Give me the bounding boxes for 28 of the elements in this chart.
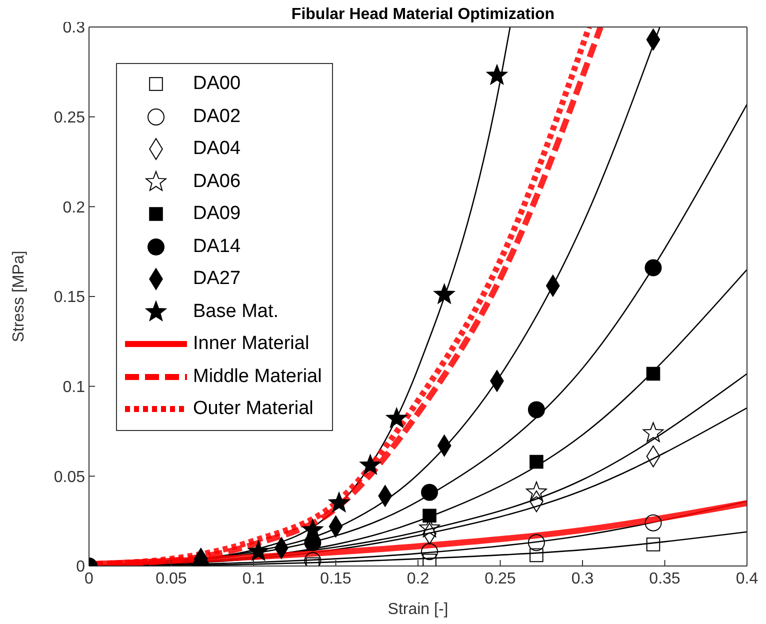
x-tick-label: 0.05 <box>156 570 187 588</box>
legend-label: DA14 <box>193 236 241 258</box>
y-tick-label: 0.15 <box>54 289 86 306</box>
y-tick-label: 0.1 <box>62 379 86 396</box>
legend-label: DA06 <box>193 170 241 193</box>
y-tick-label: 0.2 <box>62 199 86 216</box>
legend-label: Inner Material <box>193 333 310 356</box>
legend-label: DA09 <box>193 203 241 226</box>
y-tick-label: 0 <box>76 558 86 576</box>
legend-label: DA04 <box>193 138 241 160</box>
legend-label: DA02 <box>193 106 241 128</box>
x-tick-label: 0.35 <box>649 570 680 588</box>
legend-label: Middle Material <box>193 366 322 388</box>
chart-title: Fibular Head Material Optimization <box>291 6 555 23</box>
x-tick-label: 0.4 <box>736 570 758 588</box>
x-tick-label: 0.1 <box>242 570 265 588</box>
x-tick-label: 0.25 <box>484 570 516 588</box>
x-tick-label: 0.2 <box>406 570 430 588</box>
legend-label: DA00 <box>193 73 241 96</box>
y-tick-label: 0.05 <box>54 468 86 486</box>
x-tick-label: 0.3 <box>571 570 594 588</box>
legend-label: DA27 <box>193 268 241 290</box>
y-tick-label: 0.25 <box>54 110 86 127</box>
y-axis-title: Stress [MPa] <box>10 250 28 342</box>
x-axis-title: Strain [-] <box>388 601 448 618</box>
legend-label: Outer Material <box>193 398 314 420</box>
legend-label: Base Mat. <box>193 300 279 323</box>
x-tick-label: 0.15 <box>320 570 352 588</box>
